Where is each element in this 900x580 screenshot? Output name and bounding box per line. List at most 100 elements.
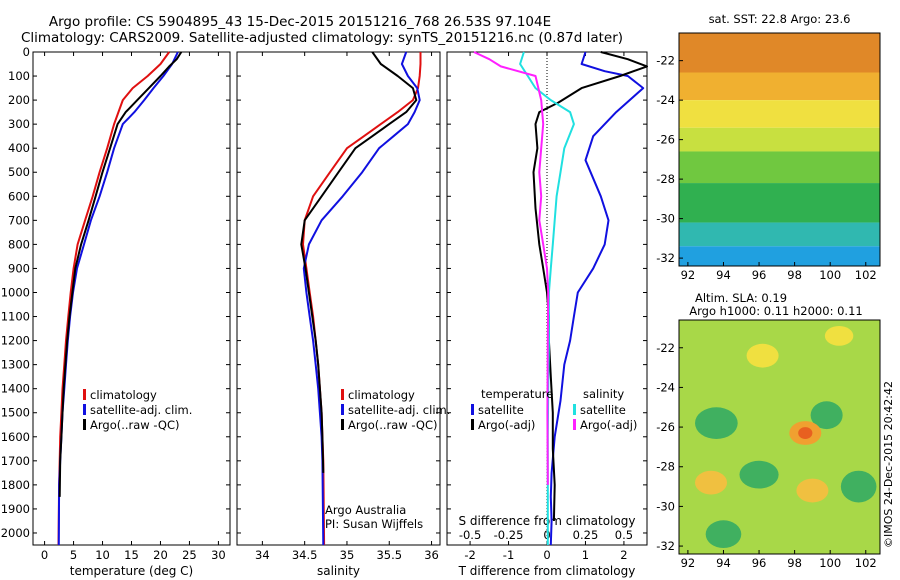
map-y-tick-label: -22	[656, 54, 675, 68]
map-y-tick-label: -28	[656, 460, 675, 474]
x-tick-label: 34.5	[292, 548, 318, 562]
sla-anomaly-blob	[695, 407, 738, 439]
map-x-tick-label: 92	[681, 556, 696, 570]
map-x-tick-label: 100	[819, 556, 841, 570]
sla-map-frame	[678, 319, 881, 555]
map-x-tick-label: 96	[752, 268, 767, 282]
salinity-panel: 34 34.5 35 35.5 36 salinity climatologysatelli…	[236, 51, 450, 578]
salinity-xlabel: salinity	[317, 564, 360, 578]
legend-swatch	[83, 404, 86, 415]
depth-tick-label: 1600	[1, 430, 30, 444]
temperature-xlabel: temperature (deg C)	[70, 564, 193, 578]
sst-band	[679, 100, 880, 128]
sla-map-subtitle: Argo h1000: 0.11 h2000: 0.11	[689, 304, 862, 318]
salinity-series-argo	[300, 51, 418, 473]
legend-swatch	[341, 404, 344, 415]
institution-annotation: PI: Susan Wijffels	[325, 517, 423, 531]
map-y-tick-label: -28	[656, 172, 675, 186]
depth-tick-label: 600	[8, 189, 30, 203]
x-tick-label: -2	[464, 548, 475, 562]
depth-tick-label: 1700	[1, 454, 30, 468]
x-tick-label: 35	[340, 548, 355, 562]
map-x-tick-label: 100	[819, 268, 841, 282]
salinity-series-climatology	[302, 52, 422, 546]
x-tick-label: 20	[153, 548, 168, 562]
salinity-series-satellite	[302, 51, 421, 546]
map-x-tick-label: 102	[855, 556, 877, 570]
map-x-tick-label: 98	[787, 556, 802, 570]
sla-anomaly-blob	[705, 520, 742, 549]
sst-band	[679, 246, 880, 266]
map-x-tick-label: 92	[681, 268, 696, 282]
credit-footer: ©IMOS 24-Dec-2015 20:42:42	[882, 381, 895, 548]
salinity-frame	[236, 51, 441, 546]
sla-anomaly-blob	[746, 343, 779, 368]
legend-title-salinity: salinity	[583, 387, 624, 401]
depth-tick-label: 1100	[1, 310, 30, 324]
legend-swatch	[341, 419, 344, 430]
legend-swatch	[83, 419, 86, 430]
sla-map-title: Altim. SLA: 0.19	[695, 291, 787, 305]
map-x-tick-label: 94	[716, 268, 731, 282]
s-tick-label: -0.5	[459, 528, 481, 542]
x-tick-label: 0	[41, 548, 48, 562]
depth-tick-label: 400	[8, 141, 30, 155]
s-tick-label: -0.25	[494, 528, 524, 542]
sst-map-frame	[678, 32, 881, 267]
sst-band	[679, 151, 880, 184]
legend-swatch	[573, 404, 576, 415]
legend-label: climatology	[348, 388, 415, 402]
depth-tick-label: 700	[8, 213, 30, 227]
sla-anomaly-blob	[824, 325, 854, 346]
temperature-series-satellite	[57, 51, 179, 546]
legend-swatch	[341, 389, 344, 400]
depth-tick-label: 1300	[1, 358, 30, 372]
institution-annotation: Argo Australia	[325, 503, 406, 517]
map-y-tick-label: -26	[656, 133, 675, 147]
sst-band	[679, 127, 880, 152]
s-tick-label: 0.25	[573, 528, 599, 542]
x-tick-label: 34	[255, 548, 270, 562]
temperature-frame	[32, 51, 231, 546]
difference-series-satellite_salinity	[519, 51, 575, 545]
depth-tick-label: 0	[23, 45, 30, 59]
x-tick-label: 30	[211, 548, 226, 562]
legend-swatch	[573, 419, 576, 430]
x-tick-label: 2	[620, 548, 627, 562]
map-y-tick-label: -32	[656, 251, 675, 265]
depth-tick-label: 1500	[1, 406, 30, 420]
depth-tick-label: 1900	[1, 502, 30, 516]
sla-anomaly-blob	[810, 401, 843, 430]
difference-series-satellite	[549, 51, 645, 546]
depth-tick-label: 100	[8, 69, 30, 83]
sst-band	[679, 222, 880, 247]
depth-tick-label: 900	[8, 261, 30, 275]
legend-label: Argo(..raw -QC)	[90, 418, 180, 432]
satellite-maps: 92 94 96 98 100 102 -22 -24 -26 -28 -30 -32 sat. SST…	[656, 12, 881, 570]
map-y-tick-label: -24	[656, 93, 675, 107]
sla-anomaly-blob	[796, 478, 829, 503]
x-tick-label: 35.5	[376, 548, 402, 562]
depth-tick-label: 2000	[1, 526, 30, 540]
map-y-tick-label: -30	[656, 499, 675, 513]
legend-label: Argo(-adj)	[580, 418, 637, 432]
depth-tick-label: 1000	[1, 285, 30, 299]
figure-title-line2: Climatology: CARS2009. Satellite-adjuste…	[21, 30, 623, 46]
x-tick-label: 10	[95, 548, 110, 562]
map-x-tick-label: 98	[787, 268, 802, 282]
figure-title-line1: Argo profile: CS 5904895_43 15-Dec-2015 …	[49, 14, 551, 30]
x-tick-label: 0	[543, 548, 550, 562]
map-x-tick-label: 102	[855, 268, 877, 282]
map-y-tick-label: -24	[656, 380, 675, 394]
sla-anomaly-blob	[798, 427, 813, 439]
difference-series-argo_salinity	[473, 51, 550, 485]
sst-map: 92 94 96 98 100 102 -22 -24 -26 -28 -30 -32 sat. SST…	[656, 12, 881, 282]
sst-band	[679, 72, 880, 101]
legend-label: Argo(-adj)	[478, 418, 535, 432]
sst-band	[679, 183, 880, 223]
legend-swatch	[471, 419, 474, 430]
depth-tick-label: 500	[8, 165, 30, 179]
x-tick-label: 5	[70, 548, 77, 562]
depth-tick-label: 800	[8, 237, 30, 251]
